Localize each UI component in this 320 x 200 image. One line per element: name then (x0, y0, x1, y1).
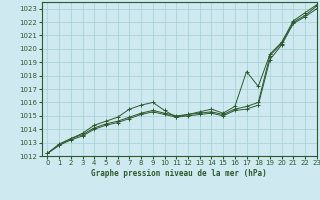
X-axis label: Graphe pression niveau de la mer (hPa): Graphe pression niveau de la mer (hPa) (91, 169, 267, 178)
